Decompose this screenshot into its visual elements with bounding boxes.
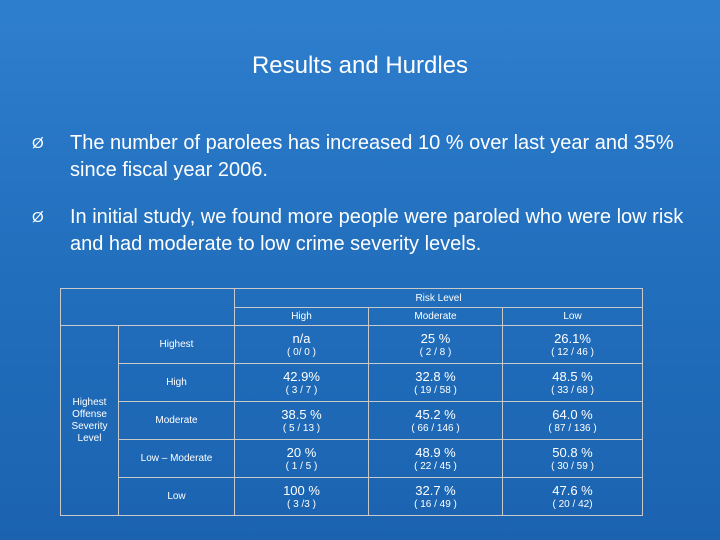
column-header-low: Low	[501, 307, 644, 326]
table-cell: 48.9 %( 22 / 45 )	[368, 439, 503, 478]
arrow-bullet-icon: Ø	[32, 209, 44, 226]
table-cell: 47.6 %( 20 / 42)	[501, 477, 644, 516]
table-cell: 32.8 %( 19 / 58 )	[368, 363, 503, 402]
table-cell: 26.1%( 12 / 46 )	[501, 325, 644, 364]
table-cell: 100 %( 3 /3 )	[234, 477, 369, 516]
table-cell: 50.8 %( 30 / 59 )	[501, 439, 644, 478]
table-cell: 38.5 %( 5 / 13 )	[234, 401, 369, 440]
table-corner	[60, 288, 235, 326]
bullet-item: Ø In initial study, we found more people…	[32, 204, 692, 258]
risk-level-header: Risk Level	[233, 288, 644, 308]
bullet-item: Ø The number of parolees has increased 1…	[32, 130, 692, 184]
slide-title: Results and Hurdles	[251, 52, 469, 79]
row-label-high: High	[118, 363, 235, 402]
bullet-text: The number of parolees has increased 10 …	[70, 132, 674, 181]
table-cell: 32.7 %( 16 / 49 )	[368, 477, 503, 516]
table-cell: n/a( 0/ 0 )	[234, 325, 369, 364]
row-label-highest: Highest	[118, 325, 235, 364]
row-label-low-moderate: Low – Moderate	[118, 439, 235, 478]
table-cell: 25 %( 2 / 8 )	[368, 325, 503, 364]
table-cell: 42.9%( 3 / 7 )	[234, 363, 369, 402]
column-header-moderate: Moderate	[368, 307, 503, 326]
column-header-high: High	[234, 307, 369, 326]
row-label-low: Low	[118, 477, 235, 516]
table-cell: 20 %( 1 / 5 )	[234, 439, 369, 478]
table-cell: 48.5 %( 33 / 68 )	[501, 363, 644, 402]
table-cell: 45.2 %( 66 / 146 )	[368, 401, 503, 440]
offense-severity-label: Highest Offense Severity Level	[60, 325, 119, 516]
results-table: Risk Level High Moderate Low Highest Off…	[60, 288, 644, 516]
table-cell: 64.0 %( 87 / 136 )	[501, 401, 644, 440]
arrow-bullet-icon: Ø	[32, 135, 44, 152]
row-label-moderate: Moderate	[118, 401, 235, 440]
bullet-text: In initial study, we found more people w…	[70, 206, 684, 255]
